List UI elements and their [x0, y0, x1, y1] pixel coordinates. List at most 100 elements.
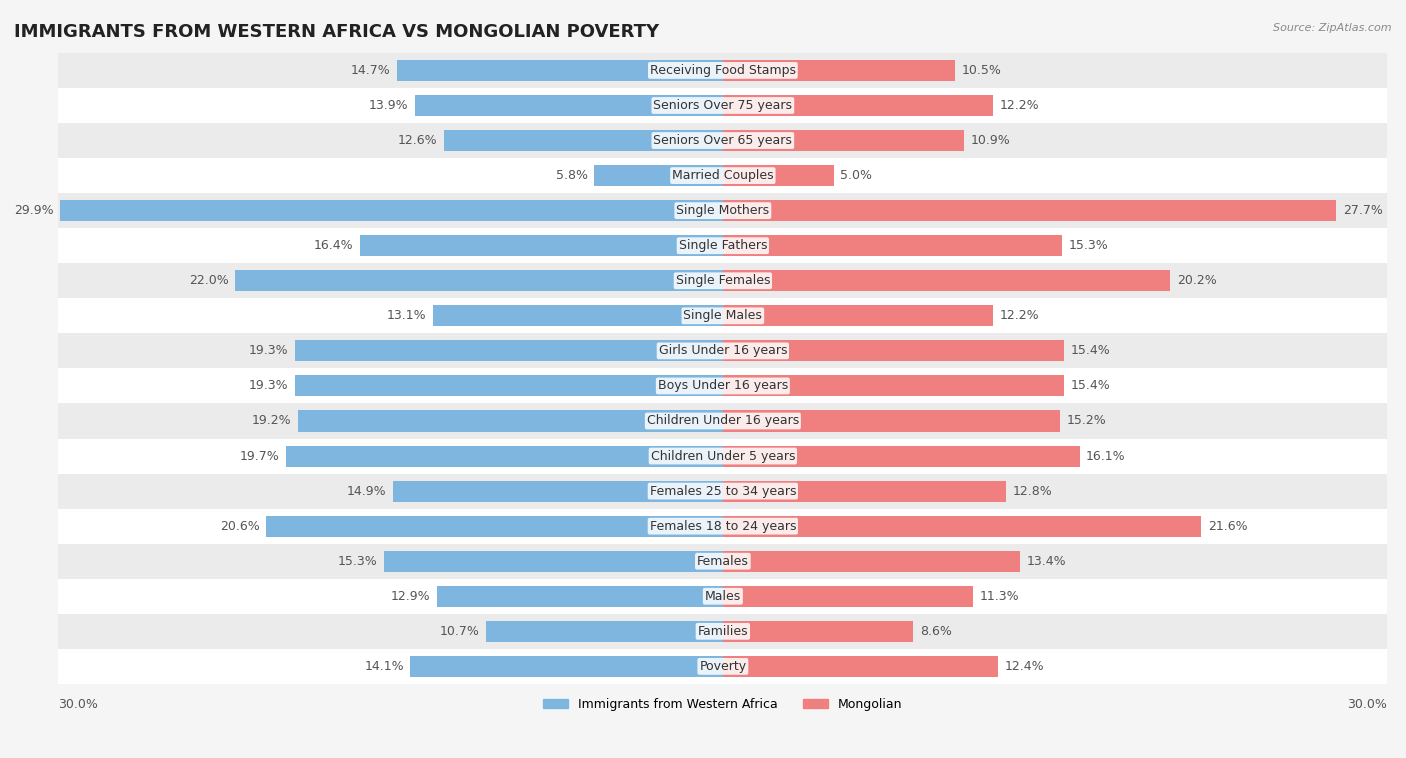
- Bar: [58, 299, 1388, 334]
- Bar: [287, 446, 723, 467]
- Bar: [723, 586, 973, 607]
- Bar: [58, 158, 1388, 193]
- Bar: [723, 656, 997, 677]
- Text: 30.0%: 30.0%: [1347, 698, 1388, 711]
- Bar: [444, 130, 723, 151]
- Text: 20.6%: 20.6%: [221, 520, 260, 533]
- Text: 16.4%: 16.4%: [314, 240, 353, 252]
- Bar: [723, 551, 1019, 572]
- Text: 14.7%: 14.7%: [352, 64, 391, 77]
- Bar: [58, 439, 1388, 474]
- Bar: [58, 123, 1388, 158]
- Bar: [60, 200, 723, 221]
- Text: 29.9%: 29.9%: [14, 204, 53, 217]
- Bar: [58, 474, 1388, 509]
- Bar: [723, 130, 965, 151]
- Text: 15.3%: 15.3%: [1069, 240, 1108, 252]
- Bar: [723, 95, 993, 116]
- Text: 21.6%: 21.6%: [1208, 520, 1247, 533]
- Text: Single Fathers: Single Fathers: [679, 240, 768, 252]
- Bar: [723, 235, 1062, 256]
- Bar: [723, 481, 1007, 502]
- Bar: [58, 649, 1388, 684]
- Bar: [415, 95, 723, 116]
- Bar: [723, 621, 914, 642]
- Bar: [295, 375, 723, 396]
- Bar: [58, 53, 1388, 88]
- Bar: [723, 200, 1337, 221]
- Legend: Immigrants from Western Africa, Mongolian: Immigrants from Western Africa, Mongolia…: [538, 693, 907, 716]
- Bar: [58, 193, 1388, 228]
- Bar: [723, 375, 1064, 396]
- Text: 15.2%: 15.2%: [1066, 415, 1107, 428]
- Text: 20.2%: 20.2%: [1177, 274, 1216, 287]
- Text: 10.9%: 10.9%: [972, 134, 1011, 147]
- Bar: [392, 481, 723, 502]
- Bar: [723, 305, 993, 327]
- Bar: [723, 340, 1064, 362]
- Bar: [411, 656, 723, 677]
- Text: 19.2%: 19.2%: [252, 415, 291, 428]
- Text: 16.1%: 16.1%: [1087, 449, 1126, 462]
- Bar: [235, 271, 723, 291]
- Bar: [295, 340, 723, 362]
- Text: 15.3%: 15.3%: [337, 555, 377, 568]
- Text: 22.0%: 22.0%: [188, 274, 229, 287]
- Text: 5.8%: 5.8%: [555, 169, 588, 182]
- Text: IMMIGRANTS FROM WESTERN AFRICA VS MONGOLIAN POVERTY: IMMIGRANTS FROM WESTERN AFRICA VS MONGOL…: [14, 23, 659, 41]
- Text: 12.8%: 12.8%: [1014, 484, 1053, 497]
- Text: 10.7%: 10.7%: [439, 625, 479, 637]
- Bar: [298, 411, 723, 431]
- Text: Source: ZipAtlas.com: Source: ZipAtlas.com: [1274, 23, 1392, 33]
- Text: 10.5%: 10.5%: [962, 64, 1002, 77]
- Text: Boys Under 16 years: Boys Under 16 years: [658, 380, 787, 393]
- Bar: [723, 411, 1060, 431]
- Bar: [433, 305, 723, 327]
- Text: Females: Females: [697, 555, 749, 568]
- Text: 15.4%: 15.4%: [1070, 344, 1111, 357]
- Bar: [267, 515, 723, 537]
- Text: 27.7%: 27.7%: [1343, 204, 1384, 217]
- Text: 13.1%: 13.1%: [387, 309, 426, 322]
- Text: 15.4%: 15.4%: [1070, 380, 1111, 393]
- Text: Children Under 16 years: Children Under 16 years: [647, 415, 799, 428]
- Text: Married Couples: Married Couples: [672, 169, 773, 182]
- Text: Seniors Over 65 years: Seniors Over 65 years: [654, 134, 793, 147]
- Text: 12.2%: 12.2%: [1000, 99, 1039, 112]
- Bar: [398, 60, 723, 81]
- Bar: [58, 368, 1388, 403]
- Text: Poverty: Poverty: [699, 660, 747, 673]
- Bar: [58, 509, 1388, 543]
- Bar: [58, 543, 1388, 579]
- Text: 12.6%: 12.6%: [398, 134, 437, 147]
- Text: 14.1%: 14.1%: [364, 660, 404, 673]
- Text: 12.9%: 12.9%: [391, 590, 430, 603]
- Text: 12.4%: 12.4%: [1004, 660, 1043, 673]
- Text: Single Females: Single Females: [676, 274, 770, 287]
- Bar: [360, 235, 723, 256]
- Bar: [58, 334, 1388, 368]
- Text: Females 18 to 24 years: Females 18 to 24 years: [650, 520, 796, 533]
- Text: Single Mothers: Single Mothers: [676, 204, 769, 217]
- Bar: [58, 263, 1388, 299]
- Bar: [384, 551, 723, 572]
- Text: 12.2%: 12.2%: [1000, 309, 1039, 322]
- Text: 30.0%: 30.0%: [58, 698, 98, 711]
- Text: 5.0%: 5.0%: [841, 169, 872, 182]
- Bar: [58, 228, 1388, 263]
- Text: Single Males: Single Males: [683, 309, 762, 322]
- Bar: [486, 621, 723, 642]
- Bar: [58, 579, 1388, 614]
- Bar: [723, 165, 834, 186]
- Bar: [437, 586, 723, 607]
- Bar: [595, 165, 723, 186]
- Text: Girls Under 16 years: Girls Under 16 years: [658, 344, 787, 357]
- Text: 11.3%: 11.3%: [980, 590, 1019, 603]
- Text: 13.4%: 13.4%: [1026, 555, 1066, 568]
- Text: 14.9%: 14.9%: [346, 484, 387, 497]
- Bar: [723, 271, 1170, 291]
- Text: 13.9%: 13.9%: [368, 99, 408, 112]
- Bar: [58, 614, 1388, 649]
- Text: Seniors Over 75 years: Seniors Over 75 years: [654, 99, 793, 112]
- Text: Children Under 5 years: Children Under 5 years: [651, 449, 796, 462]
